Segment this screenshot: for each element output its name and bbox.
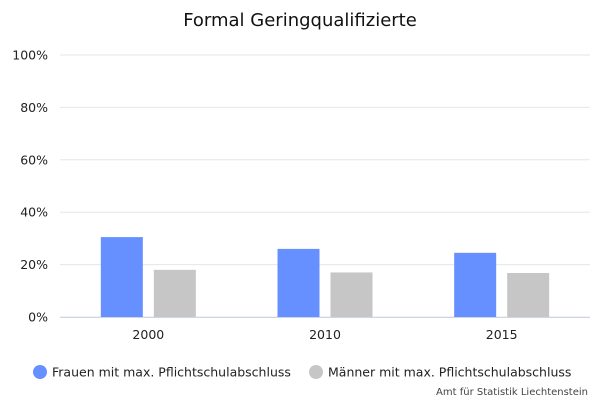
y-tick-label: 0%	[28, 310, 48, 325]
y-tick-label: 80%	[20, 100, 48, 115]
y-tick-label: 40%	[20, 205, 48, 220]
legend-item-1[interactable]: Frauen mit max. Pflichtschulabschluss	[33, 365, 291, 380]
chart-title: Formal Geringqualifizierte	[183, 10, 417, 31]
y-tick-label: 20%	[20, 257, 48, 272]
y-tick-label: 100%	[12, 48, 48, 63]
bars	[100, 237, 550, 317]
legend-marker	[309, 365, 323, 379]
bar-2010-series-2[interactable]	[330, 272, 373, 317]
bar-2010-series-1[interactable]	[277, 248, 320, 317]
legend[interactable]: Frauen mit max. Pflichtschulabschluss Män…	[33, 365, 571, 380]
legend-label: Männer mit max. Pflichtschulabschluss	[328, 365, 571, 380]
y-axis: 0% 20% 40% 60% 80% 100%	[12, 48, 48, 325]
bar-2000-series-2[interactable]	[153, 269, 196, 317]
x-tick-label: 2000	[132, 327, 164, 342]
bar-2015-series-1[interactable]	[454, 252, 497, 317]
legend-marker	[33, 365, 47, 379]
y-tick-label: 60%	[20, 152, 48, 167]
credit-text: Amt für Statistik Liechtenstein	[436, 387, 588, 398]
legend-label: Frauen mit max. Pflichtschulabschluss	[52, 365, 291, 380]
x-tick-label: 2010	[309, 327, 341, 342]
bar-2015-series-2[interactable]	[507, 272, 550, 317]
legend-item-2[interactable]: Männer mit max. Pflichtschulabschluss	[309, 365, 571, 380]
bar-2000-series-1[interactable]	[100, 237, 143, 317]
x-axis: 2000 2010 2015	[60, 317, 590, 342]
x-tick-label: 2015	[486, 327, 518, 342]
